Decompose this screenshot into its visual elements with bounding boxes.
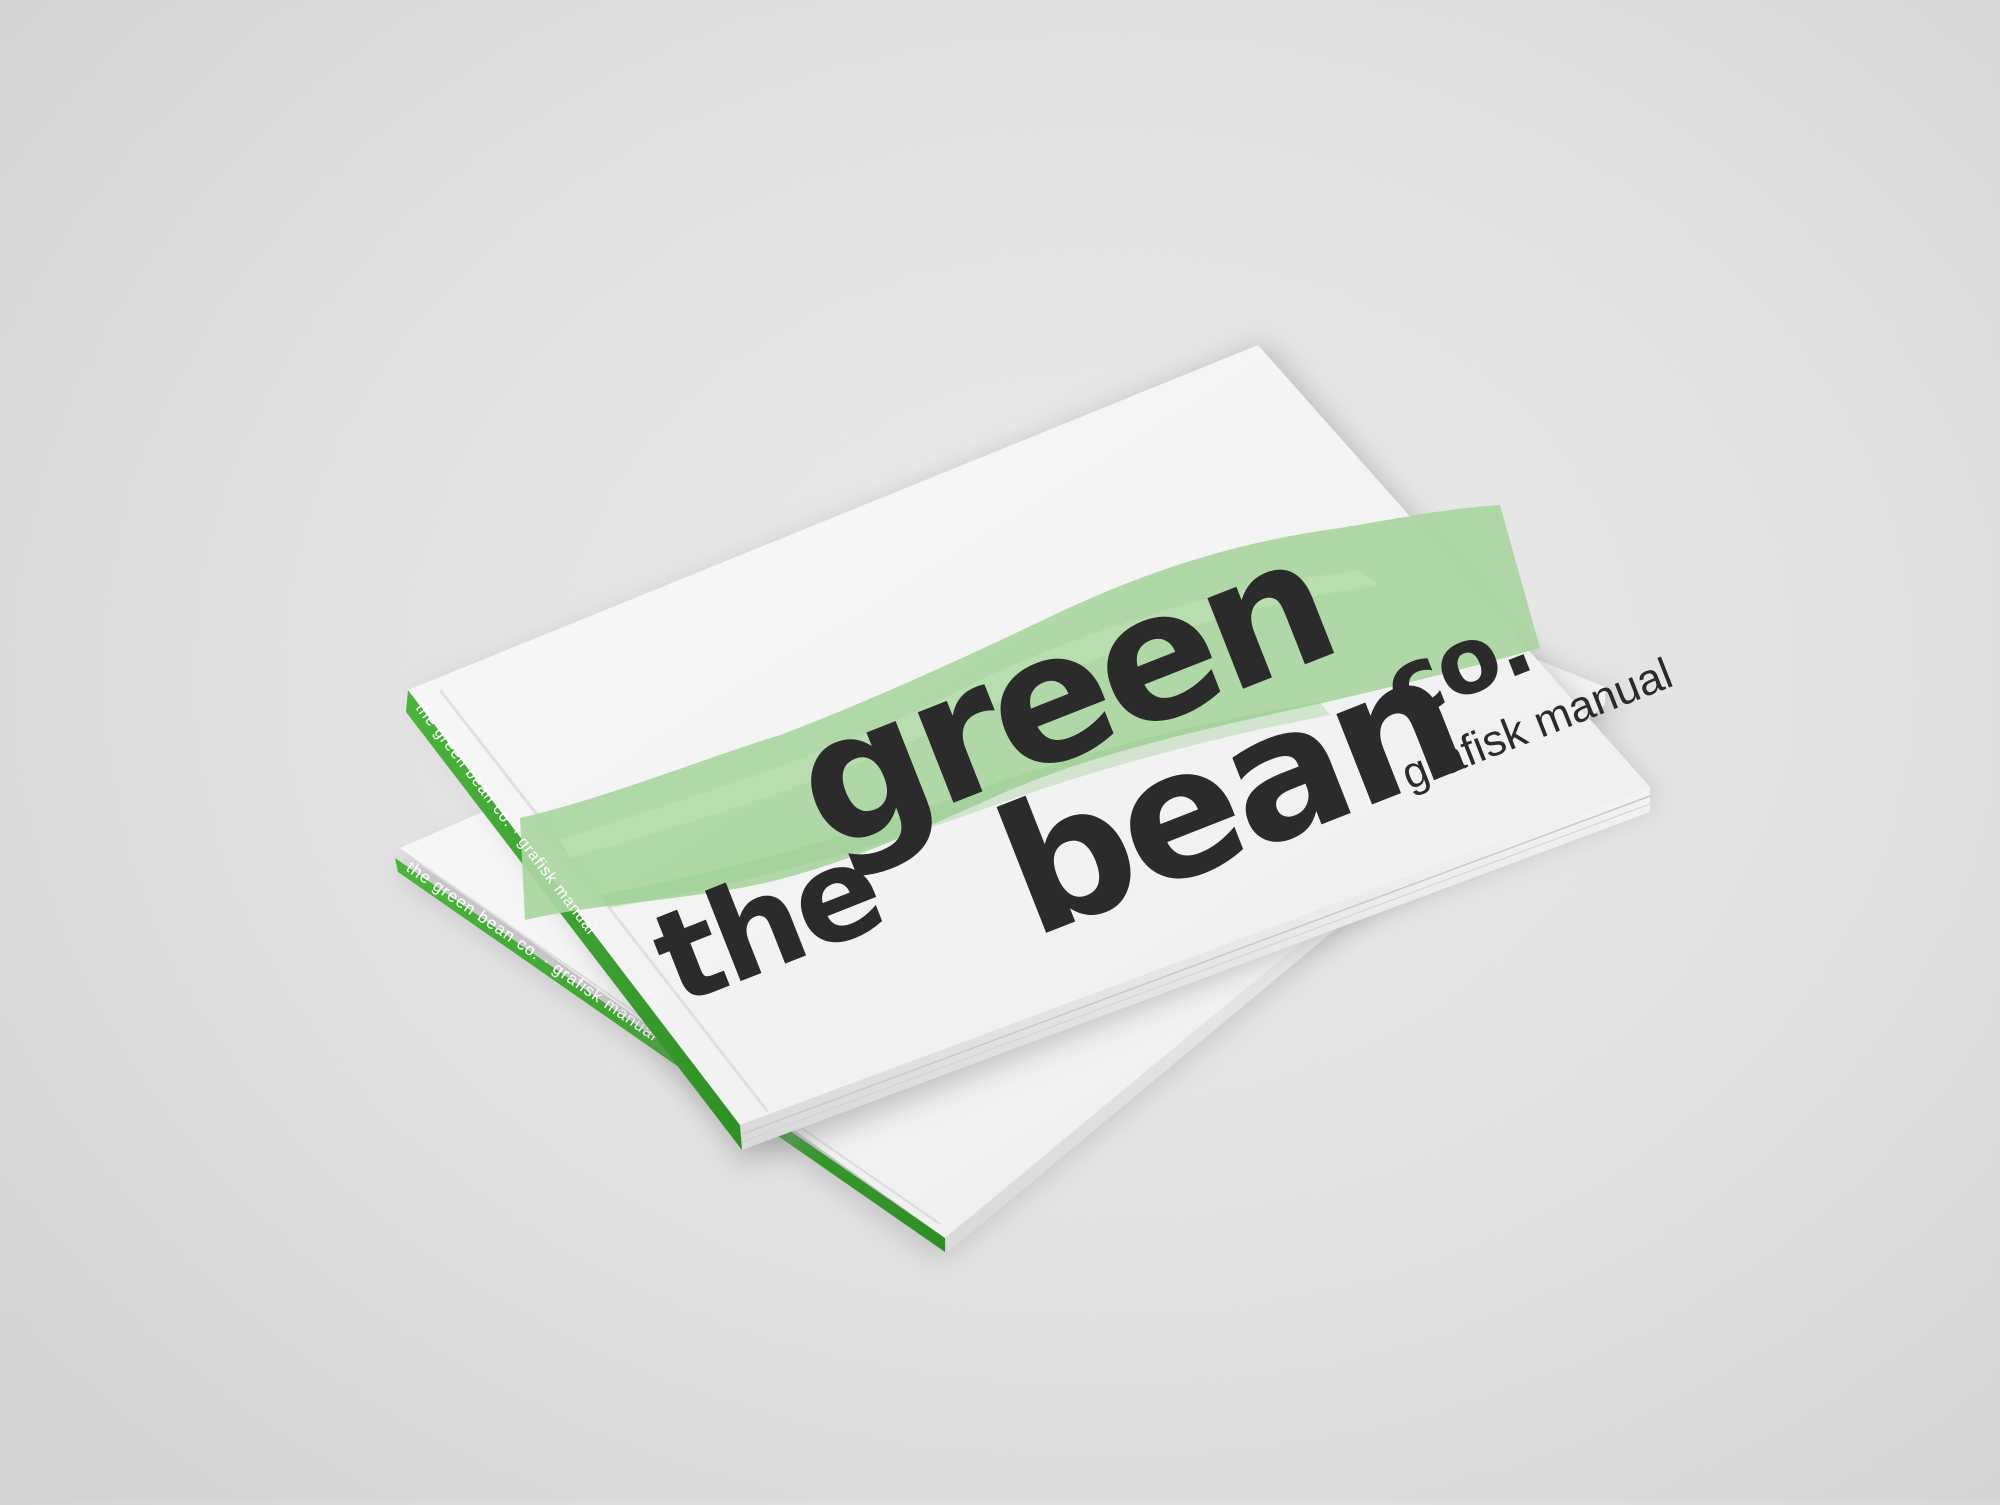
brush-stroke xyxy=(520,505,1540,920)
top-book-spine xyxy=(406,690,742,1150)
top-book-page-line xyxy=(741,795,1651,1135)
top-book: the green bean co. grafisk manual the gr… xyxy=(406,345,1679,1165)
brush-stroke-texture xyxy=(600,702,1330,908)
top-book-page-line xyxy=(741,803,1651,1143)
brush-stroke-texture xyxy=(560,570,1380,858)
top-book-page-edge xyxy=(740,787,1650,1150)
